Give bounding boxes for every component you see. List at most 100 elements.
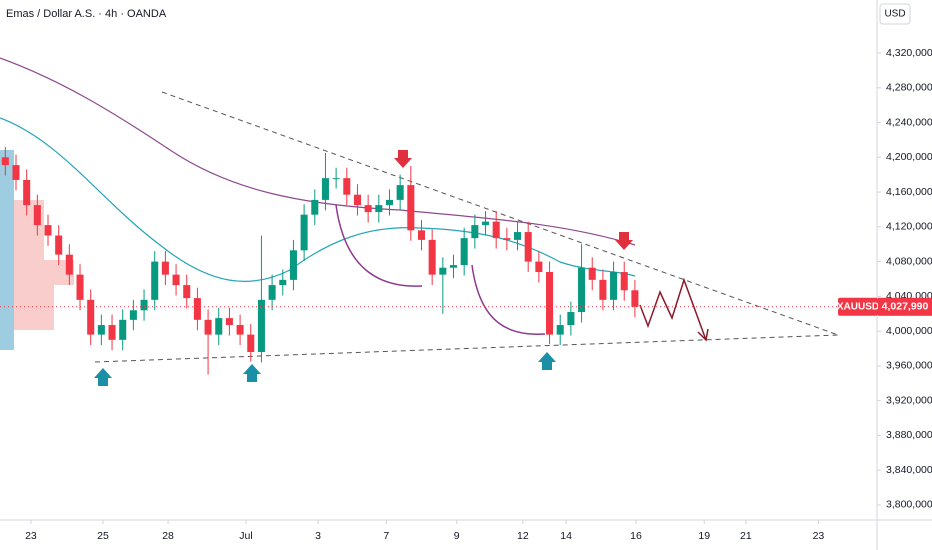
candle-body: [44, 225, 52, 236]
y-tick-label: 3,960,000: [886, 360, 932, 372]
y-tick-label: 4,280,000: [886, 82, 932, 94]
volume-profile: [0, 150, 74, 350]
candle-body: [193, 298, 201, 320]
candle-body: [343, 178, 351, 195]
candle-body: [215, 318, 223, 335]
y-tick-label: 4,000,000: [886, 325, 932, 337]
candle-body: [546, 272, 554, 335]
candle-body: [385, 199, 394, 206]
up-arrow: [243, 364, 261, 382]
lower-trendline: [94, 334, 839, 363]
candle-body: [65, 254, 73, 275]
y-tick-label: 3,920,000: [886, 394, 932, 406]
x-tick-label: 14: [560, 530, 572, 542]
x-tick-label: 19: [698, 530, 710, 542]
candle-body: [76, 274, 84, 300]
candle-body: [129, 310, 137, 320]
price-tag: [878, 297, 932, 316]
candle-body: [332, 178, 340, 180]
y-tick-label: 4,200,000: [886, 151, 932, 163]
candle-body: [524, 232, 532, 262]
candle-body: [279, 279, 287, 286]
candle-body: [108, 325, 116, 340]
ma-fast: [0, 117, 636, 283]
candle-body: [23, 179, 31, 206]
y-tick-label: 4,160,000: [886, 186, 932, 198]
ma-slow: [0, 57, 636, 246]
candle-body: [97, 325, 105, 335]
x-tick-label: 28: [162, 530, 174, 542]
price-label: 4,027,990: [882, 301, 929, 313]
candle-body: [247, 334, 255, 352]
x-tick-label: 12: [517, 530, 529, 542]
chart-title: Emas / Dollar A.S. · 4h · OANDA: [6, 8, 167, 20]
candle-body: [1, 157, 9, 166]
candle-body: [535, 261, 543, 273]
x-tick-label: 7: [383, 530, 389, 542]
candle-body: [610, 272, 618, 300]
upper-trendline: [161, 91, 839, 336]
x-tick-label: 9: [454, 530, 460, 542]
down-arrow: [394, 150, 412, 168]
x-tick-label: 23: [813, 530, 825, 542]
candle-body: [396, 185, 404, 200]
candle-body: [460, 238, 468, 266]
candle-body: [449, 265, 458, 268]
profile-area: [14, 260, 74, 285]
candle-body: [161, 261, 169, 275]
candle-body: [12, 165, 20, 180]
down-arrow: [615, 232, 633, 250]
candle-body: [364, 205, 372, 213]
y-tick-label: 3,840,000: [886, 464, 932, 476]
candle-body: [631, 290, 639, 307]
candle-body: [204, 319, 212, 335]
y-tick-label: 4,320,000: [886, 47, 932, 59]
y-tick-label: 3,880,000: [886, 429, 932, 441]
candle-body: [439, 267, 447, 275]
y-tick-label: 3,800,000: [886, 499, 932, 511]
currency-box[interactable]: [879, 3, 911, 25]
projection: [639, 277, 707, 341]
candle-body: [151, 261, 159, 300]
candle-body: [33, 205, 41, 226]
candle-body: [87, 299, 95, 335]
candle-body: [257, 299, 265, 352]
y-tick-label: 4,120,000: [886, 221, 932, 233]
candle-body: [578, 267, 586, 313]
candle-body: [503, 238, 511, 240]
x-tick-label: 3: [315, 530, 321, 542]
candle-body: [140, 299, 148, 311]
candle-body: [428, 239, 436, 275]
candle-body: [300, 214, 308, 251]
x-tick-label: Jul: [239, 530, 252, 542]
candle-body: [55, 235, 63, 255]
symbol-tag: [838, 297, 878, 316]
candle-body: [471, 225, 479, 239]
curve: [471, 264, 546, 335]
candle-body: [225, 318, 233, 326]
symbol-label: XAUUSD: [837, 301, 879, 312]
candle-body: [375, 205, 383, 213]
x-tick-label: 16: [630, 530, 642, 542]
candle-body: [119, 319, 127, 340]
y-tick-label: 4,240,000: [886, 116, 932, 128]
candle-body: [236, 325, 244, 335]
candle-body: [183, 285, 191, 299]
y-tick-label: 4,080,000: [886, 255, 932, 267]
candle-body: [514, 232, 522, 240]
candle-body: [268, 285, 276, 300]
profile-area: [0, 150, 14, 350]
x-tick-label: 21: [740, 530, 752, 542]
projection-arrowhead: [697, 328, 709, 342]
candle-body: [172, 274, 180, 286]
candle-body: [289, 250, 297, 280]
curve: [335, 204, 423, 287]
candle-body: [588, 267, 596, 280]
candle-body: [481, 221, 490, 226]
x-tick-label: 23: [25, 530, 37, 542]
up-arrow: [94, 368, 112, 386]
candle-body: [492, 221, 500, 239]
x-tick-label: 25: [97, 530, 109, 542]
candle-body: [353, 194, 361, 206]
